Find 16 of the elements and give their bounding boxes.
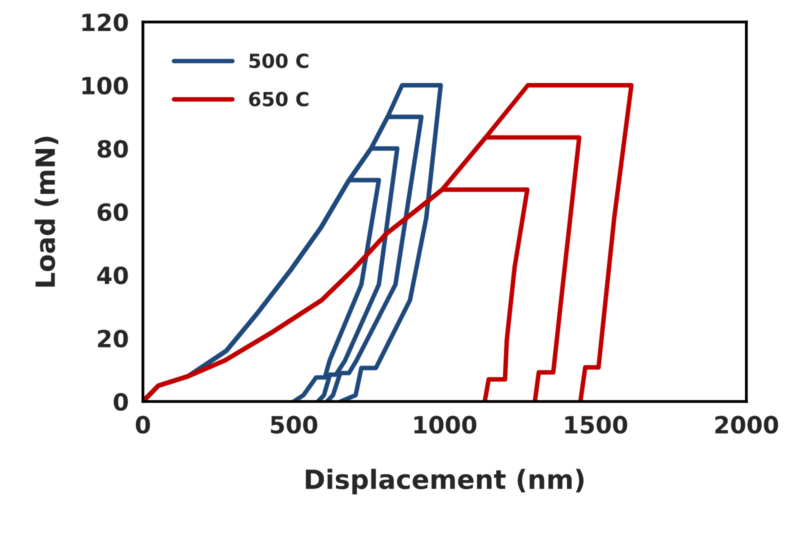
y-tick-label: 60 — [98, 203, 128, 222]
x-tick-label: 500 — [270, 416, 318, 434]
x-tick-label: 0 — [136, 416, 150, 434]
x-tick-label: 1000 — [414, 416, 476, 434]
x-tick-label: 2000 — [715, 416, 778, 434]
y-tick-label: 120 — [82, 13, 128, 32]
y-axis-title: Load (mN) — [34, 136, 58, 287]
legend-label: 500 C — [249, 53, 308, 68]
x-axis-title: Displacement (nm) — [306, 468, 584, 494]
legend-label: 650 C — [249, 92, 308, 106]
x-tick-label: 1500 — [565, 416, 628, 434]
y-tick-label: 100 — [82, 76, 128, 95]
y-tick-label: 40 — [97, 266, 128, 284]
y-tick-label: 0 — [114, 392, 128, 411]
y-tick-label: 80 — [98, 140, 128, 158]
y-tick-label: 20 — [98, 330, 128, 348]
